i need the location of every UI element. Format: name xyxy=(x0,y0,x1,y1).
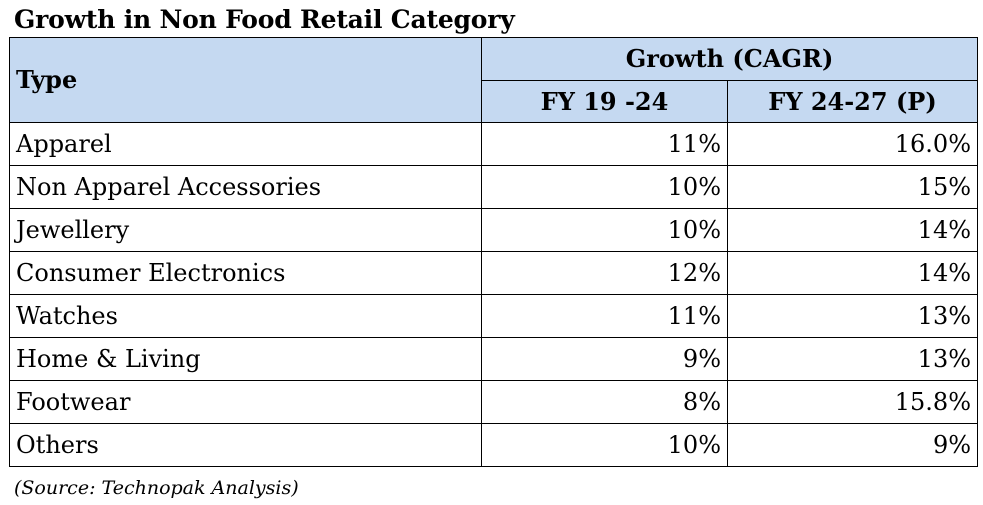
table-row: Others 10% 9% xyxy=(9,423,979,467)
table-row: Consumer Electronics 12% 14% xyxy=(9,251,979,295)
row-fy24-27-cell: 14% xyxy=(726,251,979,295)
growth-table: Type Growth (CAGR) FY 19 -24 FY 24-27 (P… xyxy=(9,37,979,467)
row-type-cell: Consumer Electronics xyxy=(9,251,482,295)
row-type-cell: Apparel xyxy=(9,122,482,166)
row-fy19-24-cell: 9% xyxy=(481,337,728,381)
row-fy24-27-cell: 14% xyxy=(726,208,979,252)
header-row-columns: FY 19 -24 FY 24-27 (P) xyxy=(10,80,979,123)
row-fy24-27-cell: 13% xyxy=(726,294,979,338)
table-row: Home & Living 9% 13% xyxy=(9,337,979,381)
row-fy24-27-cell: 16.0% xyxy=(726,122,979,166)
row-fy24-27-cell: 13% xyxy=(726,337,979,381)
row-fy24-27-cell: 9% xyxy=(726,423,979,467)
table-row: Footwear 8% 15.8% xyxy=(9,380,979,424)
row-type-cell: Home & Living xyxy=(9,337,482,381)
table-row: Non Apparel Accessories 10% 15% xyxy=(9,165,979,209)
growth-cagr-header: Growth (CAGR) xyxy=(480,37,979,81)
table-row: Jewellery 10% 14% xyxy=(9,208,979,252)
row-type-cell: Watches xyxy=(9,294,482,338)
row-type-cell: Others xyxy=(9,423,482,467)
table-title: Growth in Non Food Retail Category xyxy=(14,5,515,34)
table-row: Watches 11% 13% xyxy=(9,294,979,338)
row-fy24-27-cell: 15.8% xyxy=(726,380,979,424)
row-fy19-24-cell: 10% xyxy=(481,423,728,467)
source-note: (Source: Technopak Analysis) xyxy=(14,477,299,499)
fy19-24-column-header: FY 19 -24 xyxy=(481,80,728,123)
row-fy19-24-cell: 12% xyxy=(481,251,728,295)
type-column-header: Type xyxy=(9,37,482,123)
row-fy19-24-cell: 11% xyxy=(481,122,728,166)
row-fy19-24-cell: 10% xyxy=(481,208,728,252)
table-row: Apparel 11% 16.0% xyxy=(9,122,979,166)
table-body: Apparel 11% 16.0% Non Apparel Accessorie… xyxy=(9,122,979,467)
table-header: Type Growth (CAGR) FY 19 -24 FY 24-27 (P… xyxy=(9,37,979,123)
row-fy19-24-cell: 10% xyxy=(481,165,728,209)
fy24-27-column-header: FY 24-27 (P) xyxy=(726,80,979,123)
row-fy24-27-cell: 15% xyxy=(726,165,979,209)
row-fy19-24-cell: 11% xyxy=(481,294,728,338)
row-fy19-24-cell: 8% xyxy=(481,380,728,424)
row-type-cell: Non Apparel Accessories xyxy=(9,165,482,209)
header-row-group: Type Growth (CAGR) xyxy=(9,37,979,123)
row-type-cell: Jewellery xyxy=(9,208,482,252)
row-type-cell: Footwear xyxy=(9,380,482,424)
